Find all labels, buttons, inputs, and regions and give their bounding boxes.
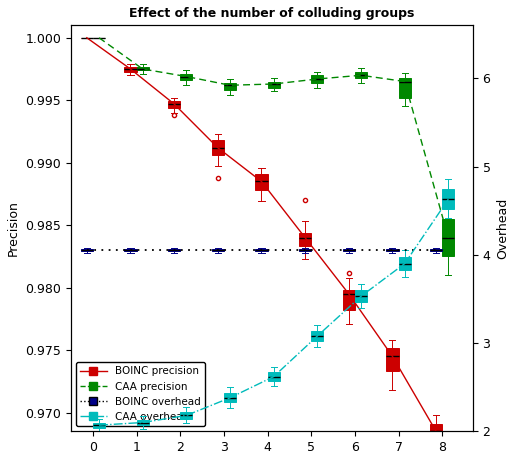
PathPatch shape bbox=[442, 219, 455, 256]
PathPatch shape bbox=[168, 101, 180, 108]
PathPatch shape bbox=[268, 372, 280, 381]
Title: Effect of the number of colluding groups: Effect of the number of colluding groups bbox=[129, 7, 415, 20]
PathPatch shape bbox=[311, 75, 324, 83]
PathPatch shape bbox=[137, 66, 149, 70]
PathPatch shape bbox=[180, 74, 192, 80]
PathPatch shape bbox=[124, 66, 137, 71]
PathPatch shape bbox=[224, 83, 236, 90]
PathPatch shape bbox=[212, 140, 224, 155]
PathPatch shape bbox=[343, 290, 355, 310]
PathPatch shape bbox=[168, 249, 180, 251]
PathPatch shape bbox=[255, 249, 268, 251]
PathPatch shape bbox=[386, 348, 398, 372]
PathPatch shape bbox=[430, 249, 442, 251]
PathPatch shape bbox=[268, 82, 280, 88]
PathPatch shape bbox=[93, 422, 105, 428]
PathPatch shape bbox=[398, 257, 411, 270]
Y-axis label: Overhead: Overhead bbox=[496, 198, 509, 259]
PathPatch shape bbox=[124, 249, 137, 251]
PathPatch shape bbox=[80, 249, 93, 251]
PathPatch shape bbox=[386, 249, 398, 251]
PathPatch shape bbox=[137, 420, 149, 425]
PathPatch shape bbox=[212, 249, 224, 251]
PathPatch shape bbox=[398, 78, 411, 98]
PathPatch shape bbox=[343, 249, 355, 251]
PathPatch shape bbox=[255, 174, 268, 190]
Legend: BOINC precision, CAA precision, BOINC overhead, CAA overhead: BOINC precision, CAA precision, BOINC ov… bbox=[76, 362, 205, 426]
PathPatch shape bbox=[299, 233, 311, 247]
PathPatch shape bbox=[311, 331, 324, 341]
PathPatch shape bbox=[299, 249, 311, 251]
PathPatch shape bbox=[355, 290, 367, 302]
Y-axis label: Precision: Precision bbox=[7, 201, 20, 256]
PathPatch shape bbox=[430, 424, 442, 441]
PathPatch shape bbox=[224, 393, 236, 402]
PathPatch shape bbox=[180, 412, 192, 419]
PathPatch shape bbox=[355, 71, 367, 78]
PathPatch shape bbox=[442, 189, 455, 209]
